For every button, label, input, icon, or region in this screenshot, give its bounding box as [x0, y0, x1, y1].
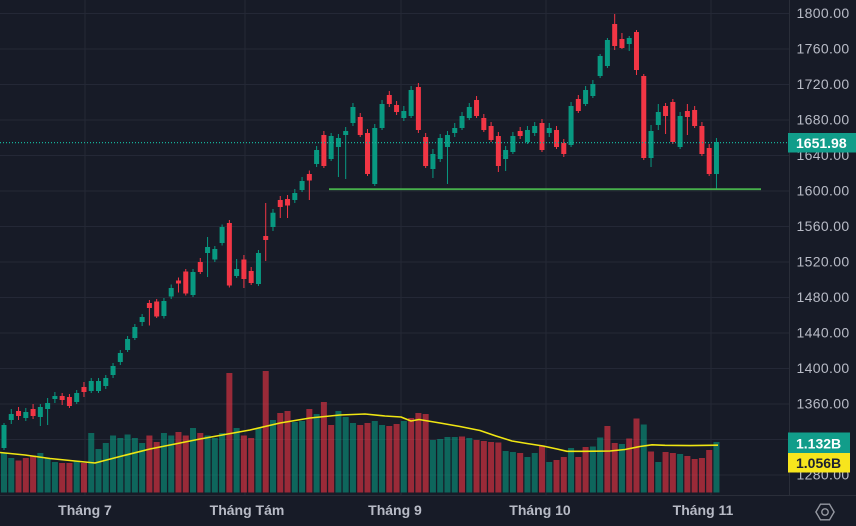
svg-text:Tháng 11: Tháng 11 — [673, 502, 734, 518]
svg-text:Tháng 7: Tháng 7 — [58, 502, 112, 518]
svg-text:1.056B: 1.056B — [796, 455, 841, 471]
svg-text:Tháng Tám: Tháng Tám — [210, 502, 285, 518]
svg-text:1.132B: 1.132B — [796, 436, 841, 452]
svg-text:Tháng 9: Tháng 9 — [368, 502, 422, 518]
svg-text:1651.98: 1651.98 — [796, 135, 847, 151]
svg-text:1440.00: 1440.00 — [797, 325, 850, 341]
svg-text:1720.00: 1720.00 — [797, 76, 850, 92]
svg-text:1560.00: 1560.00 — [797, 218, 850, 234]
svg-text:1680.00: 1680.00 — [797, 112, 850, 128]
svg-text:1600.00: 1600.00 — [797, 183, 850, 199]
svg-text:1400.00: 1400.00 — [797, 360, 850, 376]
svg-text:1520.00: 1520.00 — [797, 254, 850, 270]
svg-text:1800.00: 1800.00 — [797, 5, 850, 21]
svg-text:1480.00: 1480.00 — [797, 289, 850, 305]
svg-text:1760.00: 1760.00 — [797, 41, 850, 57]
svg-text:Tháng 10: Tháng 10 — [509, 502, 571, 518]
svg-text:1360.00: 1360.00 — [797, 396, 850, 412]
